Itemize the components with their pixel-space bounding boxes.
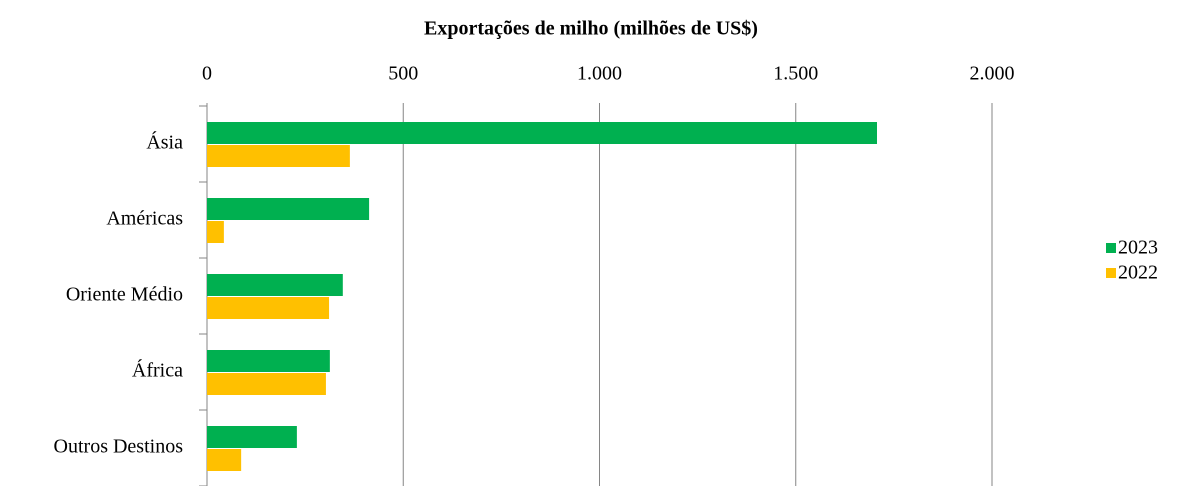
bar: [207, 221, 224, 243]
bar: [207, 198, 370, 220]
x-tick-label: 0: [202, 63, 212, 85]
bar: [207, 373, 326, 395]
bar: [207, 426, 297, 448]
y-tick-label: Ásia: [146, 131, 183, 154]
legend-label: 2022: [1118, 262, 1158, 284]
bar: [207, 145, 350, 167]
bar: [207, 350, 330, 372]
y-tick-label: África: [132, 359, 183, 382]
x-tick-label: 1.000: [577, 63, 622, 85]
bar: [207, 449, 242, 471]
y-tick-label: Oriente Médio: [66, 284, 183, 306]
x-tick-label: 500: [388, 63, 418, 85]
y-tick-label: Américas: [106, 208, 183, 230]
bar: [207, 274, 343, 296]
x-tick-label: 2.000: [970, 63, 1015, 85]
legend-label: 2023: [1118, 237, 1158, 259]
bar: [207, 297, 330, 319]
legend-swatch: [1106, 268, 1116, 278]
legend-swatch: [1106, 243, 1116, 253]
x-tick-label: 1.500: [773, 63, 818, 85]
bar: [207, 122, 877, 144]
y-tick-label: Outros Destinos: [54, 436, 184, 458]
chart-title: Exportações de milho (milhões de US$): [424, 18, 758, 40]
